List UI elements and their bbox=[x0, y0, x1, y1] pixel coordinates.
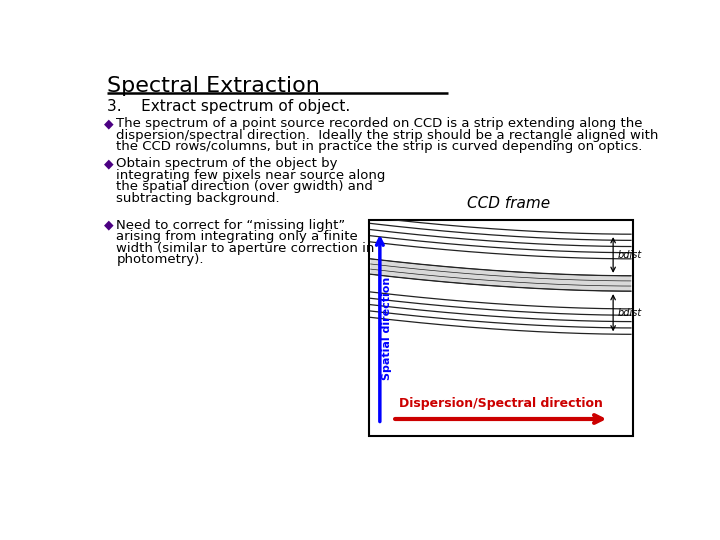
Text: Obtain spectrum of the object by: Obtain spectrum of the object by bbox=[117, 157, 338, 170]
Text: Dispersion/Spectral direction: Dispersion/Spectral direction bbox=[399, 397, 603, 410]
Text: ◆: ◆ bbox=[104, 219, 114, 232]
Text: bdist: bdist bbox=[618, 250, 642, 260]
Text: subtracting background.: subtracting background. bbox=[117, 192, 280, 205]
Text: bdist: bdist bbox=[618, 308, 642, 318]
Text: 3.    Extract spectrum of object.: 3. Extract spectrum of object. bbox=[107, 99, 351, 114]
Text: photometry).: photometry). bbox=[117, 253, 204, 266]
Text: Need to correct for “missing light”: Need to correct for “missing light” bbox=[117, 219, 346, 232]
Polygon shape bbox=[371, 259, 631, 291]
Text: arising from integrating only a finite: arising from integrating only a finite bbox=[117, 231, 358, 244]
Text: Spatial direction: Spatial direction bbox=[382, 276, 392, 380]
Text: The spectrum of a point source recorded on CCD is a strip extending along the: The spectrum of a point source recorded … bbox=[117, 117, 643, 130]
Text: Spectral Extraction: Spectral Extraction bbox=[107, 76, 320, 96]
Text: width (similar to aperture correction in: width (similar to aperture correction in bbox=[117, 242, 374, 255]
Text: ◆: ◆ bbox=[104, 157, 114, 170]
Text: integrating few pixels near source along: integrating few pixels near source along bbox=[117, 168, 386, 182]
Text: CCD frame: CCD frame bbox=[467, 196, 550, 211]
Text: dispersion/spectral direction.  Ideally the strip should be a rectangle aligned : dispersion/spectral direction. Ideally t… bbox=[117, 129, 659, 141]
Text: the spatial direction (over gwidth) and: the spatial direction (over gwidth) and bbox=[117, 180, 373, 193]
Text: ◆: ◆ bbox=[104, 117, 114, 130]
Text: the CCD rows/columns, but in practice the strip is curved depending on optics.: the CCD rows/columns, but in practice th… bbox=[117, 140, 643, 153]
FancyBboxPatch shape bbox=[369, 220, 632, 436]
